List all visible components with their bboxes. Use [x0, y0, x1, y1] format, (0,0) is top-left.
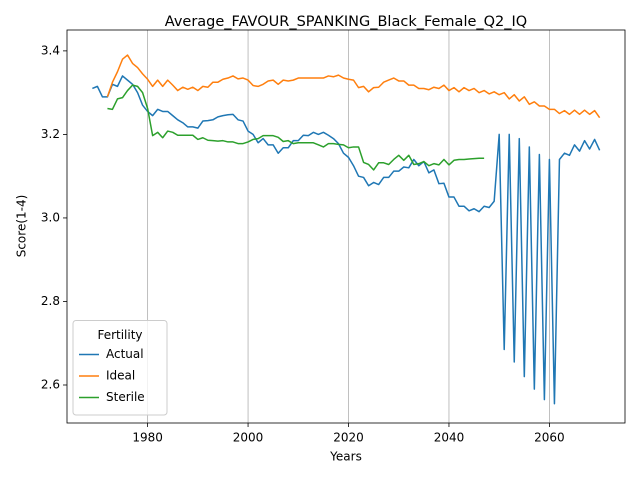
series-line: [107, 84, 485, 171]
plot-frame: [66, 29, 626, 424]
x-tick-label: 2020: [333, 431, 364, 445]
x-tick-label: 1980: [132, 431, 163, 445]
x-tick-label: 2060: [534, 431, 565, 445]
y-tick-label: 3.4: [41, 43, 60, 57]
legend-label: Ideal: [106, 369, 135, 383]
legend-box: [72, 320, 168, 416]
legend-title: Fertility: [97, 328, 142, 342]
x-tick-label: 2000: [233, 431, 264, 445]
series-line: [106, 54, 601, 119]
legend-label: Sterile: [106, 390, 145, 404]
y-tick-label: 2.8: [41, 294, 60, 308]
y-tick-label: 3.2: [41, 127, 60, 141]
x-axis-label: Years: [329, 450, 362, 464]
chart-title: Average_FAVOUR_SPANKING_Black_Female_Q2_…: [165, 14, 527, 30]
y-tick-label: 3.0: [41, 210, 60, 224]
legend-label: Actual: [106, 347, 144, 361]
x-tick-label: 2040: [434, 431, 465, 445]
y-axis-label: Score(1-4): [15, 195, 29, 258]
series-line: [92, 75, 601, 405]
y-tick-label: 2.6: [41, 377, 60, 391]
